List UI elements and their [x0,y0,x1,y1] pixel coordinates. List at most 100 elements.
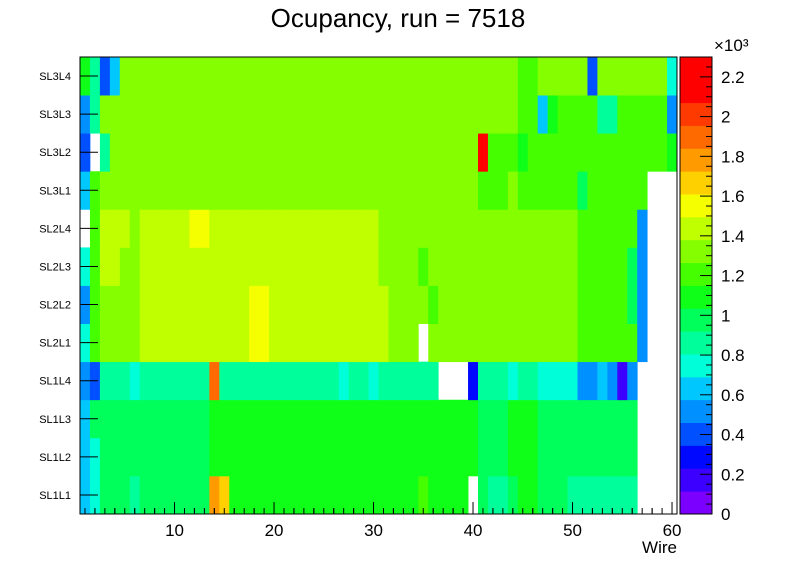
heatmap-cell [209,437,220,477]
heatmap-cell [388,399,399,439]
heatmap-cell [279,247,290,286]
heatmap-cell [279,133,290,172]
heatmap-cell [468,247,479,286]
heatmap-cell [537,57,549,96]
heatmap-cell [557,475,568,515]
heatmap-cell [507,475,519,515]
heatmap-cell [249,399,260,439]
heatmap-cell [358,399,369,439]
heatmap-cell [567,399,578,439]
heatmap-cell [607,323,618,363]
heatmap-cell [249,475,260,515]
heatmap-cell [209,57,220,96]
heatmap-cell [378,323,389,363]
heatmap-cell [169,361,180,401]
heatmap-cell [179,285,190,324]
chart-title: Ocupancy, run = 7518 [270,3,526,33]
heatmap-cell [119,399,131,439]
heatmap-cell [298,361,310,401]
heatmap-cell [388,247,399,286]
heatmap-cell [159,209,170,248]
heatmap-cell [418,361,429,401]
heatmap-cell [199,361,210,401]
heatmap-cell [627,57,638,96]
heatmap-cell [587,209,598,248]
heatmap-cell [468,437,479,477]
heatmap-cell [557,399,568,439]
heatmap-cell [487,95,499,134]
heatmap-cell [448,247,459,286]
heatmap-cell [209,247,220,286]
heatmap-cell [537,133,549,172]
heatmap-cell [597,399,608,439]
heatmap-cell [438,399,449,439]
colorbar-segment [680,468,712,492]
heatmap-cell [219,171,230,210]
heatmap-cell [99,171,111,210]
heatmap-cell [557,57,568,96]
heatmap-cell [219,247,230,286]
heatmap-cell [517,133,529,172]
heatmap-cell [567,57,578,96]
heatmap-cell [378,475,389,515]
heatmap-cell [537,209,549,248]
heatmap-cell [597,323,608,363]
heatmap-cell [298,247,310,286]
heatmap-cell [239,437,250,477]
heatmap-cell [617,475,628,515]
heatmap-cell [567,437,578,477]
heatmap-cell [308,171,320,210]
heatmap-cell [458,437,469,477]
heatmap-cell [209,209,220,248]
heatmap-cell [209,285,220,324]
heatmap-cell [517,323,529,363]
heatmap-cell [179,133,190,172]
heatmap-cell [617,95,628,134]
heatmap-cell [567,475,578,515]
heatmap-cell [497,361,509,401]
heatmap-cell [298,171,310,210]
heatmap-cell [159,133,170,172]
heatmap-cell [617,133,628,172]
heatmap-cell [527,209,539,248]
heatmap-cell [149,437,160,477]
heatmap-cell [587,171,598,210]
heatmap-cell [647,57,658,96]
heatmap-cell [597,285,608,324]
heatmap-cell [597,361,608,401]
heatmap-cell [507,247,519,286]
heatmap-cell [398,399,409,439]
heatmap-cell [239,399,250,439]
heatmap-cell [468,95,479,134]
colorbar-segment [680,354,712,378]
colorbar-tick-label: 1.2 [721,267,745,286]
heatmap-cell [109,57,121,96]
heatmap-cell [179,361,190,401]
heatmap-cell [259,247,270,286]
plot-frame [79,56,678,515]
heatmap-cell [189,323,200,363]
heatmap-cell [149,475,160,515]
heatmap-cell [577,285,588,324]
heatmap-cell [487,361,499,401]
y-tick-label: SL3L4 [39,71,71,83]
heatmap-cell [537,285,549,324]
heatmap-cell [607,57,618,96]
heatmap-cell [537,171,549,210]
heatmap-cell [239,57,250,96]
heatmap-cell [229,323,240,363]
heatmap-cell [199,247,210,286]
heatmap-cell [308,247,320,286]
heatmap-cell [418,247,429,286]
heatmap-cell [408,95,419,134]
heatmap-cell [667,57,678,96]
colorbar-segment [680,399,712,423]
heatmap-cell [448,285,459,324]
heatmap-cell [169,475,180,515]
heatmap-cell [388,171,399,210]
heatmap-cell [288,475,300,515]
heatmap-cell [318,133,330,172]
heatmap-cell [497,133,509,172]
heatmap-cell [537,437,549,477]
heatmap-cell [438,247,449,286]
